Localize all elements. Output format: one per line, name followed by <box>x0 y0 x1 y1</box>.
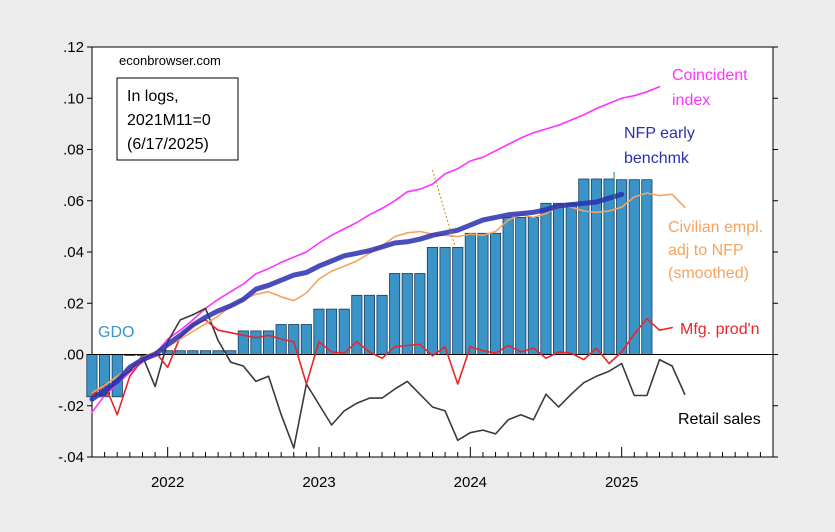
x-tick-label: 2025 <box>605 474 638 491</box>
y-tick-label: .02 <box>63 295 84 312</box>
x-tick-label: 2022 <box>151 474 184 491</box>
dashed-annotation <box>432 169 456 248</box>
series-label-1: NFP early <box>624 125 695 142</box>
gdo-bar <box>414 273 426 355</box>
x-tick-label: 2023 <box>302 474 335 491</box>
series-label-2: adj to NFP <box>668 242 744 259</box>
gdo-bar <box>616 179 628 355</box>
series-labels: Coincident index NFP early benchmk Civilian … <box>98 67 763 428</box>
series-label-2: Civilian empl. <box>668 219 763 236</box>
site-label: econbrowser.com <box>119 53 221 68</box>
gdo-bar <box>300 324 312 355</box>
gdo-bar <box>590 178 602 355</box>
y-tick-label: .06 <box>63 193 84 210</box>
gdo-bar <box>502 216 514 355</box>
gdo-bar <box>641 179 653 355</box>
y-tick-label: .08 <box>63 142 84 159</box>
gdo-bar <box>527 216 539 355</box>
y-tick-label: -.02 <box>58 398 84 415</box>
gdo-bar <box>313 308 325 355</box>
note-line-1: In logs, <box>127 88 179 105</box>
gdo-bar <box>439 246 451 355</box>
axis-ticks: .12 .10 .08 .06 .04 .02 .00 -.02 -.04 2022 2023 202… <box>58 39 778 491</box>
gdo-bar <box>553 202 565 355</box>
series-lines <box>89 85 773 449</box>
gdo-bar <box>565 202 577 355</box>
gdo-bar <box>540 202 552 355</box>
series-label-0: Coincident <box>672 67 748 84</box>
annotations <box>432 169 615 248</box>
series-line-4 <box>91 307 686 449</box>
gdo-bar <box>225 350 237 355</box>
gdo-bar <box>363 294 375 355</box>
y-tick-label: .10 <box>63 90 84 107</box>
gdo-bar <box>628 179 640 355</box>
gdo-bar <box>325 308 338 355</box>
gdo-label: GDO <box>98 324 134 341</box>
gdo-bar <box>603 178 615 355</box>
series-label-1: benchmk <box>624 150 690 167</box>
gdo-bar <box>212 350 224 355</box>
y-tick-label: .00 <box>63 347 84 364</box>
note-box: In logs, 2021M11=0 (6/17/2025) <box>116 77 239 161</box>
series-label-2: (smoothed) <box>668 265 749 282</box>
gdo-bar <box>199 350 212 355</box>
gdo-bar <box>187 350 199 355</box>
series-label-4: Retail sales <box>678 411 761 428</box>
note-line-2: 2021M11=0 <box>127 112 211 129</box>
note-box-frame <box>116 77 239 161</box>
gdo-bar <box>515 216 527 355</box>
gdo-bar <box>376 294 388 355</box>
gdo-bar <box>250 330 262 355</box>
gdo-bar <box>262 330 275 355</box>
series-label-0: index <box>672 92 710 109</box>
gdo-bar <box>477 232 489 355</box>
y-tick-label: .12 <box>63 39 84 56</box>
gdo-bar <box>452 246 464 355</box>
series-line-0 <box>91 85 661 413</box>
y-tick-label: -.04 <box>58 449 84 466</box>
gdo-bar <box>489 232 502 355</box>
gdo-bar <box>389 273 401 355</box>
x-tick-label: 2024 <box>454 474 487 491</box>
series-line-2 <box>91 192 686 394</box>
gdo-bar <box>464 232 476 355</box>
series-line-1 <box>89 191 625 402</box>
gdo-bars <box>86 178 653 398</box>
gdo-bar <box>401 273 413 355</box>
y-tick-label: .04 <box>63 244 84 261</box>
gdo-bar <box>288 324 300 355</box>
gdo-bar <box>174 350 186 355</box>
gdo-bar <box>338 308 350 355</box>
gdo-bar <box>426 246 438 355</box>
series-label-3: Mfg. prod'n <box>680 321 760 338</box>
note-line-3: (6/17/2025) <box>127 136 209 153</box>
